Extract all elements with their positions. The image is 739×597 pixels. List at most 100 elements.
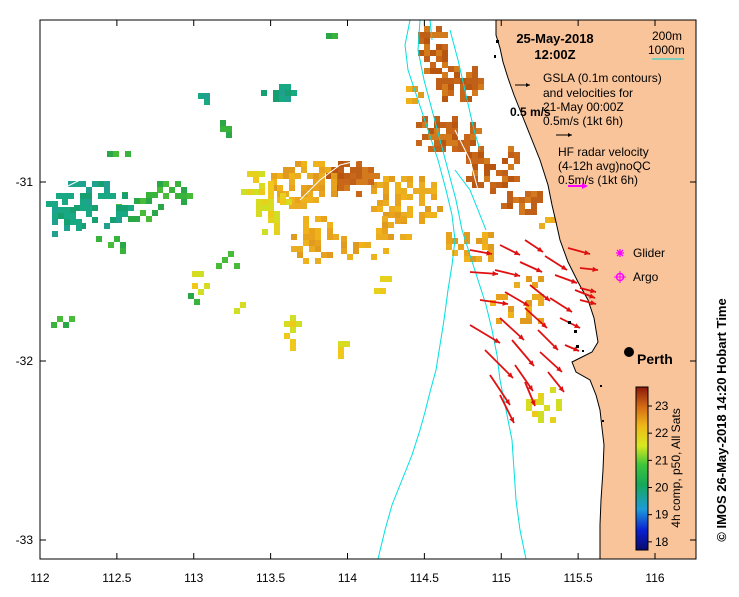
current-arrow (484, 349, 514, 379)
sst-pixel (460, 84, 466, 90)
sst-pixel (359, 242, 365, 248)
sst-pixel (344, 173, 350, 179)
sst-pixel (470, 128, 476, 134)
sst-pixel (436, 56, 442, 62)
sst-pixel (496, 294, 502, 300)
sst-pixel (331, 173, 337, 179)
sst-pixel (395, 200, 401, 206)
sst-pixel (464, 250, 470, 256)
sst-pixel (419, 218, 425, 224)
current-arrowhead (514, 272, 520, 278)
sst-pixel (406, 234, 412, 240)
sst-pixel (284, 333, 290, 339)
sst-pixel (472, 182, 478, 188)
sst-pixel (313, 179, 319, 185)
sst-pixel (470, 140, 476, 146)
sst-pixel (295, 173, 301, 179)
sst-pixel (508, 312, 514, 318)
sst-pixel (424, 38, 430, 44)
sst-pixel (338, 161, 344, 167)
sst-pixel (280, 193, 286, 199)
sst-pixel (472, 72, 478, 78)
sst-pixel (419, 182, 425, 188)
current-arrowhead (507, 372, 513, 378)
sst-pixel (466, 96, 472, 102)
sst-pixel (344, 341, 350, 347)
sst-pixel (422, 134, 428, 140)
sst-pixel (395, 194, 401, 200)
sst-pixel (285, 84, 291, 90)
sst-pixel (353, 242, 359, 248)
sst-pixel (371, 206, 377, 212)
sst-pixel (448, 90, 454, 96)
sst-pixel (146, 198, 152, 204)
sst-pixel (110, 217, 116, 223)
sst-pixel (484, 164, 490, 170)
sst-pixel (56, 193, 62, 199)
sst-pixel (507, 203, 513, 209)
colorbar-tick-label: 20 (655, 481, 669, 495)
sst-pixel (496, 170, 502, 176)
current-arrow (511, 339, 535, 367)
sst-pixel (301, 161, 307, 167)
sst-pixel (338, 341, 344, 347)
sst-pixel (514, 158, 520, 164)
x-tick-label: 115 (492, 571, 511, 585)
sst-pixel (262, 229, 268, 235)
sst-pixel (400, 216, 406, 222)
sst-pixel (501, 203, 507, 209)
sst-pixel (416, 140, 422, 146)
sst-pixel (482, 232, 488, 238)
x-tick-label: 116 (645, 571, 664, 585)
perth-label: Perth (637, 351, 673, 367)
y-tick-label: -31 (16, 175, 34, 189)
sst-pixel (280, 199, 286, 205)
sst-pixel (424, 68, 430, 74)
sst-pixel (261, 90, 267, 96)
sst-pixel (309, 246, 315, 252)
sst-pixel (395, 206, 401, 212)
sst-pixel (508, 176, 514, 182)
sst-pixel (140, 198, 146, 204)
sst-pixel (490, 164, 496, 170)
sst-pixel (362, 167, 368, 173)
sst-pixel (356, 173, 362, 179)
sst-pixel (507, 191, 513, 197)
current-arrowhead (536, 267, 542, 273)
sst-pixel (382, 234, 388, 240)
sst-pixel (104, 223, 110, 229)
sst-pixel (356, 191, 362, 197)
sst-pixel (478, 158, 484, 164)
sst-pixel (508, 164, 514, 170)
sst-pixel (220, 120, 226, 126)
sst-pixel (377, 182, 383, 188)
y-tick-label: -33 (16, 533, 34, 547)
sst-pixel (442, 44, 448, 50)
sst-pixel (104, 193, 110, 199)
sst-pixel (440, 140, 446, 146)
sst-pixel (290, 339, 296, 345)
sst-pixel (484, 170, 490, 176)
sst-pixel (327, 252, 333, 258)
sst-pixel (434, 122, 440, 128)
sst-pixel (436, 44, 442, 50)
sst-pixel (472, 66, 478, 72)
sst-pixel (157, 181, 163, 187)
sst-pixel (64, 225, 70, 231)
sst-pixel (120, 248, 126, 254)
sst-pixel (268, 211, 274, 217)
sst-pixel (290, 345, 296, 351)
sst-pixel (222, 257, 228, 263)
sst-pixel (538, 300, 544, 306)
sst-pixel (418, 92, 424, 98)
sst-pixel (407, 176, 413, 182)
sst-pixel (446, 134, 452, 140)
sst-pixel (514, 282, 520, 288)
sst-pixel (526, 306, 532, 312)
x-tick-label: 113 (184, 571, 203, 585)
sst-pixel (313, 185, 319, 191)
sst-pixel (537, 197, 543, 203)
sst-pixel (452, 140, 458, 146)
sst-pixel (436, 78, 442, 84)
sst-pixel (448, 78, 454, 84)
